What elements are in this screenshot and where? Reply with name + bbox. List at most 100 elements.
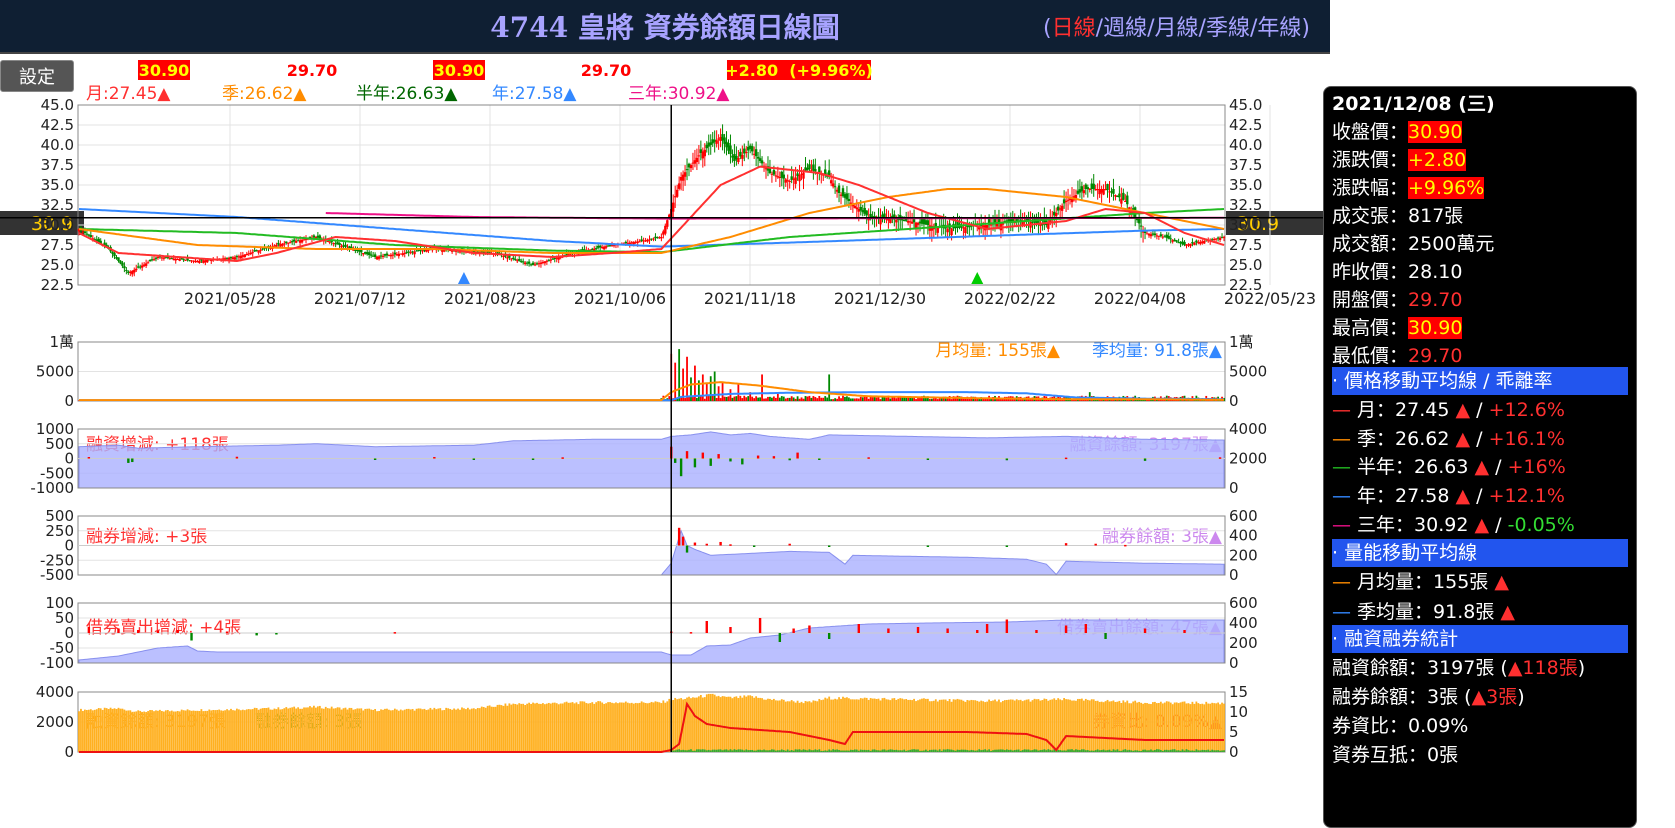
candle-body [399, 253, 402, 255]
short-balance-bar [899, 750, 902, 752]
short-balance-bar [926, 750, 929, 752]
candle-body [776, 176, 780, 178]
margin-balance-bar [832, 699, 835, 752]
change-bar [681, 536, 685, 546]
candle-body [591, 248, 594, 250]
margin-balance-bar [690, 698, 692, 752]
price-y-tick-right: 32.5 [1229, 196, 1262, 214]
settings-button[interactable]: 設定 [0, 60, 74, 92]
volume-bar [844, 396, 846, 401]
margin-balance-bar [879, 700, 882, 752]
volume-bar [749, 392, 752, 401]
period-day[interactable]: 日線 [1051, 16, 1096, 41]
plot-layer: 2021/05/28 2021/07/12 2021/08/23 2021/10/06… [0, 96, 1330, 761]
margin-balance-bar [390, 710, 392, 752]
candle-body [194, 260, 197, 263]
volume-bar [743, 395, 746, 401]
period-month[interactable]: 月線 [1154, 16, 1199, 41]
margin-balance-bar [1035, 699, 1038, 752]
short-balance-bar [753, 750, 756, 752]
vol-label: 月均量：155張 [1357, 571, 1489, 593]
margin-balance-bar [1181, 701, 1184, 752]
short-balance-bar [759, 749, 761, 752]
candle-body [121, 262, 124, 266]
short-balance-bar [859, 749, 862, 752]
margin-balance-bar [932, 700, 935, 752]
candle-body [279, 244, 282, 247]
candle-body [417, 249, 420, 252]
margin-balance-bar [877, 698, 880, 752]
margin-balance-bar [320, 708, 323, 752]
candle-body [810, 169, 813, 171]
volume-bar [786, 397, 789, 401]
short-balance-bar [923, 750, 925, 752]
margin-balance-bar [388, 709, 390, 752]
margin-balance-bar [656, 701, 659, 752]
candle-body [332, 243, 335, 244]
margin-balance-bar [855, 699, 858, 752]
price-y-tick-left: 30.0 [41, 216, 74, 234]
short-balance-bar [771, 749, 773, 752]
candle-body [520, 260, 523, 262]
volume-bar [830, 399, 833, 401]
short-balance-bar [857, 750, 860, 752]
short-balance-bar [934, 749, 937, 752]
candle-body [780, 171, 783, 178]
change-bar [190, 633, 193, 641]
margin-balance-bar [889, 700, 892, 752]
period-year[interactable]: 年線 [1257, 16, 1302, 41]
candle-body [989, 224, 993, 226]
margin-balance-bar [601, 702, 604, 752]
candle-body [441, 249, 444, 252]
candle-body [707, 142, 710, 147]
short-balance-bar [976, 750, 979, 752]
margin-balance-bar [741, 697, 744, 752]
candle-body [196, 261, 199, 263]
margin-balance-bar [719, 697, 722, 752]
short-balance-bar [796, 749, 799, 752]
candle-body [646, 239, 649, 242]
margin-balance-bar [844, 697, 846, 752]
margin-balance-bar [289, 707, 292, 752]
candle-body [596, 245, 600, 248]
change-bar [827, 633, 831, 639]
margin-balance-bar [334, 708, 337, 752]
price-y-tick-right: 27.5 [1229, 236, 1262, 254]
candle-body [593, 248, 596, 252]
x-tick-label: 2022/04/08 [1094, 289, 1186, 308]
ma-legend-month: 月:27.45▲ [86, 84, 171, 104]
x-tick-label: 2021/05/28 [184, 289, 276, 308]
candle-body [673, 196, 677, 198]
candle-body [89, 235, 93, 237]
margin-balance-bar [660, 703, 663, 752]
margin-balance-bar [1150, 704, 1152, 752]
period-week[interactable]: 週線 [1103, 16, 1148, 41]
change-bar [756, 455, 760, 459]
short-balance-bar [1167, 750, 1170, 752]
candle-body [405, 251, 408, 253]
candle-body [381, 255, 385, 257]
candle-body [662, 231, 665, 235]
short-balance-bar [757, 749, 760, 752]
short-balance-bar [842, 750, 844, 752]
volume-bar [986, 398, 989, 401]
margin-balance-bar [283, 708, 286, 752]
short-balance-bar [1195, 749, 1198, 752]
period-quarter[interactable]: 季線 [1205, 16, 1250, 41]
period-switcher: (日線/週線/月線/季線/年線) [1043, 16, 1310, 41]
volume-bar [940, 396, 943, 401]
margin-balance-bar [514, 703, 517, 752]
short-balance-bar [915, 749, 917, 752]
candle-body [1047, 222, 1050, 229]
short-balance-bar [936, 750, 939, 752]
margin-balance-bar [567, 702, 570, 752]
candle-body [172, 258, 175, 261]
change-bar [1064, 543, 1068, 546]
margin-balance-bar [1086, 699, 1089, 752]
margin-balance-bar [206, 710, 209, 752]
ma-label: 年：27.58 [1357, 485, 1450, 507]
section-price-ma: ‧ 價格移動平均線 / 乖離率 [1332, 367, 1628, 395]
candle-body [796, 173, 799, 177]
candle-body [210, 259, 213, 262]
margin-balance-bar [372, 709, 375, 752]
